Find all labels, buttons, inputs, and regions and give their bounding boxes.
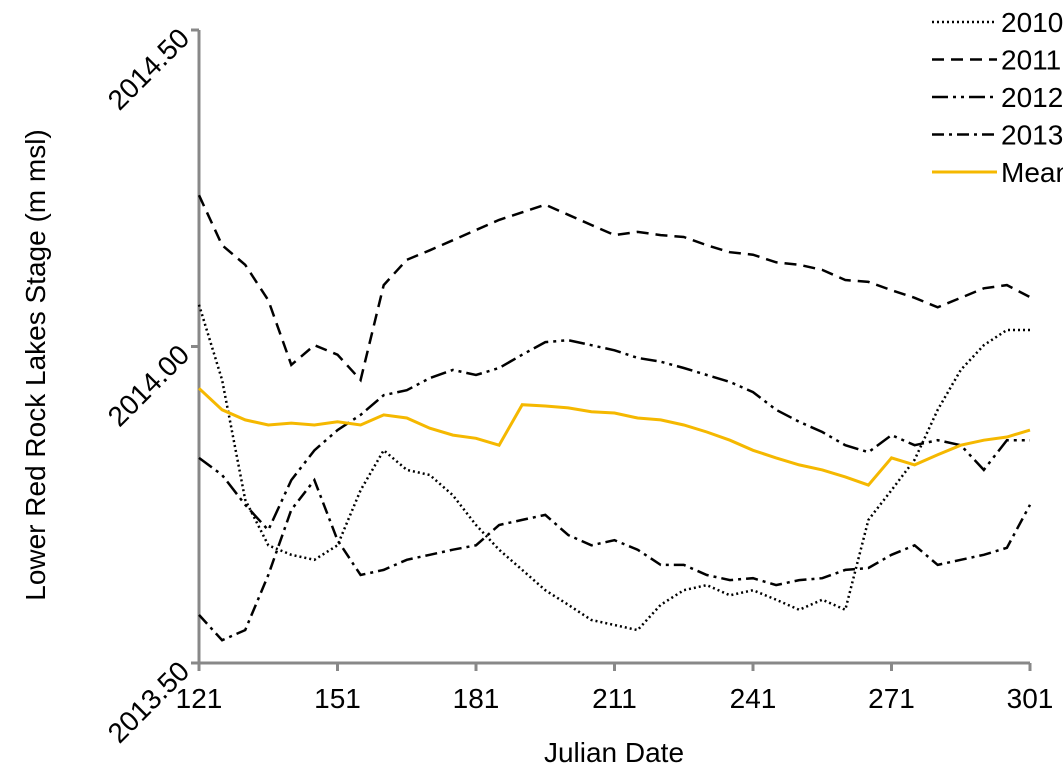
x-tick-label: 211 xyxy=(592,683,637,714)
series-line xyxy=(198,477,1032,642)
legend-label: 2010 xyxy=(1001,7,1063,38)
legend-label: Mean xyxy=(1001,157,1063,188)
series-line xyxy=(197,387,1031,487)
x-tick-label: 181 xyxy=(453,683,500,714)
legend-label: 2013 xyxy=(1001,120,1063,151)
x-tick-label: 151 xyxy=(314,683,361,714)
x-tick-label: 121 xyxy=(176,683,223,714)
series-line xyxy=(197,304,1030,632)
y-tick-label: 2014.50 xyxy=(102,22,195,115)
y-tick-label: 2014.00 xyxy=(102,339,195,432)
legend-label: 2012 xyxy=(1001,82,1063,113)
x-tick-label: 241 xyxy=(730,683,777,714)
series-line xyxy=(198,338,1030,533)
y-axis-title: Lower Red Rock Lakes Stage (m msl) xyxy=(20,129,51,601)
legend-label: 2011 xyxy=(1001,45,1061,76)
x-tick-label: 301 xyxy=(1007,683,1054,714)
x-axis-title: Julian Date xyxy=(544,737,684,768)
series-line xyxy=(197,194,1031,383)
x-tick-label: 271 xyxy=(868,683,915,714)
